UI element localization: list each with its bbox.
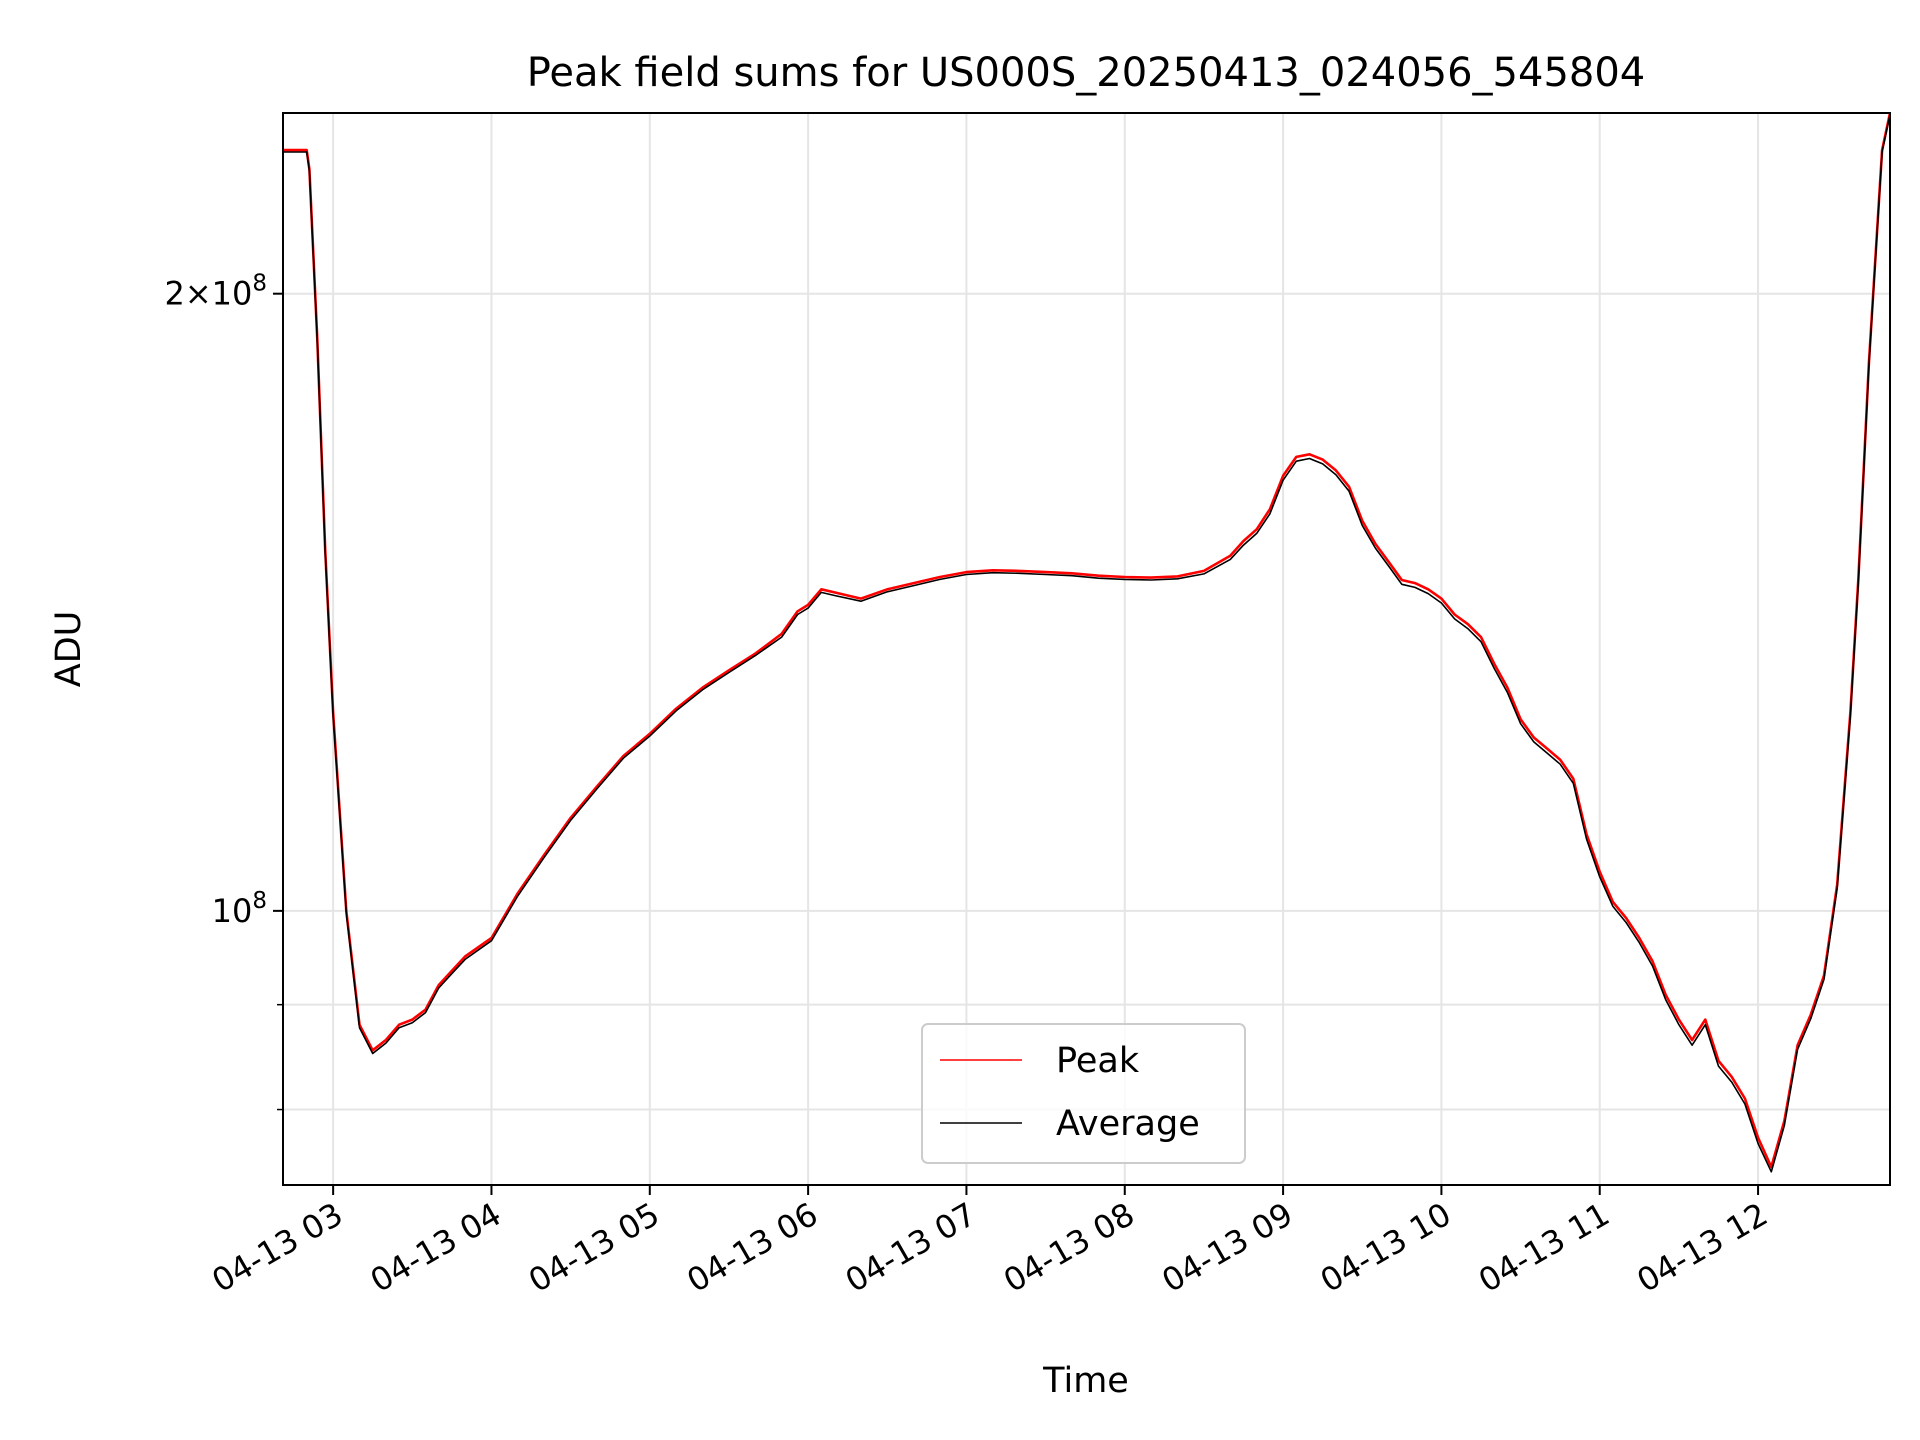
series-line-peak bbox=[283, 113, 1890, 1169]
y-tick-label: 2×108 bbox=[164, 271, 267, 313]
plot-lines bbox=[283, 113, 1890, 1173]
y-tick-label: 108 bbox=[212, 888, 267, 930]
plot-frame bbox=[282, 112, 1891, 1186]
series-line-average bbox=[283, 114, 1890, 1173]
legend-box bbox=[921, 1023, 1246, 1164]
legend-label-average: Average bbox=[1056, 1104, 1200, 1144]
grid-lines bbox=[283, 113, 1890, 1185]
y-axis-label: ADU bbox=[49, 611, 89, 688]
legend: Peak Average bbox=[921, 1023, 1246, 1164]
legend-label-peak: Peak bbox=[1056, 1041, 1140, 1081]
chart-title: Peak field sums for US000S_20250413_0240… bbox=[527, 50, 1646, 96]
x-axis-label: Time bbox=[1042, 1361, 1129, 1401]
